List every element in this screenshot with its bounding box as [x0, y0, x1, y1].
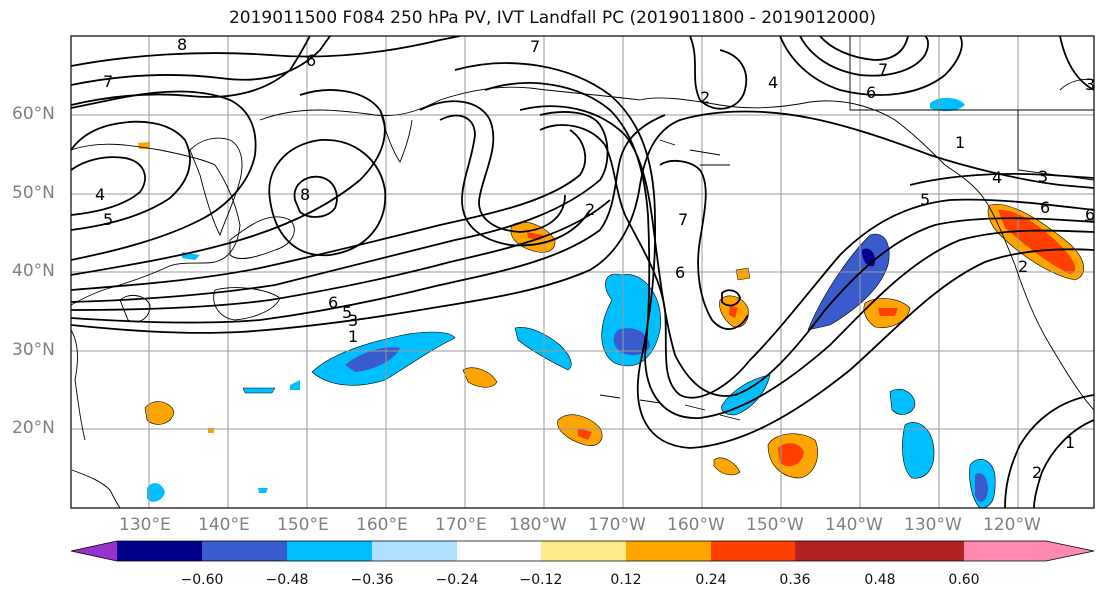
contour-label: 8 — [300, 185, 310, 204]
lat-label: 60°N — [12, 104, 55, 124]
colorbar-tick-label: −0.36 — [350, 572, 394, 588]
lon-label: 180°W — [509, 515, 567, 535]
contour-label: 6 — [1040, 198, 1050, 217]
lon-label: 130°W — [904, 515, 962, 535]
colorbar-segment — [202, 541, 287, 561]
contour-label: 3 — [1085, 75, 1095, 94]
lat-label: 20°N — [12, 418, 55, 438]
lon-label: 150°E — [277, 515, 329, 535]
colorbar-segment — [287, 541, 372, 561]
colorbar-segment — [372, 541, 457, 561]
contour-label: 1 — [955, 133, 965, 152]
colorbar — [70, 540, 1095, 562]
colorbar-tick-label: 0.60 — [948, 572, 980, 588]
colorbar-segment — [117, 541, 202, 561]
contour-label: 6 — [675, 263, 685, 282]
colorbar-segment — [541, 541, 626, 561]
lon-label: 170°W — [588, 515, 646, 535]
contour-labels: 8 7 6 7 4 7 6 3 2 1 4 5 8 6 5 3 1 2 7 6 … — [95, 35, 1095, 482]
contour-label: 7 — [103, 72, 113, 91]
colorbar-segment — [457, 541, 541, 561]
pv-contours — [71, 36, 1094, 508]
contour-label: 7 — [678, 210, 688, 229]
lat-label: 40°N — [12, 261, 55, 281]
colorbar-segment — [711, 541, 795, 561]
lat-label: 30°N — [12, 340, 55, 360]
contour-label: 8 — [177, 35, 187, 54]
lon-label: 160°E — [356, 515, 408, 535]
contour-label: 6 — [306, 51, 316, 70]
colorbar-segment — [795, 541, 880, 561]
lon-label: 130°E — [119, 515, 171, 535]
contour-label: 3 — [1038, 167, 1048, 186]
lon-label: 150°W — [746, 515, 804, 535]
lon-label: 140°W — [825, 515, 883, 535]
contour-label: 1 — [1065, 433, 1075, 452]
colorbar-segment — [626, 541, 711, 561]
colorbar-segment — [880, 541, 964, 561]
contour-label: 2 — [1018, 257, 1028, 276]
contour-label: 5 — [342, 303, 352, 322]
contour-label: 5 — [103, 210, 113, 229]
contour-label: 2 — [1032, 463, 1042, 482]
map-area: 8 7 6 7 4 7 6 3 2 1 4 5 8 6 5 3 1 2 7 6 … — [71, 35, 1095, 508]
colorbar-tick-label: 0.36 — [779, 572, 811, 588]
contour-label: 4 — [992, 168, 1002, 187]
contour-label: 4 — [95, 185, 105, 204]
contour-label: 7 — [530, 37, 540, 56]
colorbar-tick-label: 0.12 — [610, 572, 642, 588]
contour-label: 6 — [866, 83, 876, 102]
positive-anomaly-shading — [138, 142, 1084, 479]
lon-label: 120°W — [983, 515, 1041, 535]
colorbar-tick-label: −0.24 — [435, 572, 479, 588]
colorbar-low-extension — [71, 541, 117, 561]
colorbar-tick-label: 0.48 — [864, 572, 896, 588]
contour-label: 3 — [348, 311, 358, 330]
map-title: 2019011500 F084 250 hPa PV, IVT Landfall… — [228, 8, 876, 28]
lat-label: 50°N — [12, 183, 55, 203]
contour-label: 6 — [328, 293, 338, 312]
contour-label: 4 — [768, 73, 778, 92]
contour-label: 2 — [585, 200, 595, 219]
colorbar-tick-label: 0.24 — [695, 572, 727, 588]
map-frame — [70, 35, 1095, 509]
colorbar-tick-label: −0.48 — [265, 572, 309, 588]
colorbar-tick-label: −0.60 — [180, 572, 224, 588]
lon-label: 170°E — [435, 515, 487, 535]
lon-label: 160°W — [667, 515, 725, 535]
colorbar-tick-label: −0.12 — [519, 572, 563, 588]
contour-label: 7 — [878, 60, 888, 79]
contour-label: 2 — [700, 88, 710, 107]
contour-label: 6 — [1085, 205, 1095, 224]
contour-label: 5 — [920, 190, 930, 209]
lon-label: 140°E — [198, 515, 250, 535]
contour-label: 1 — [348, 327, 358, 346]
